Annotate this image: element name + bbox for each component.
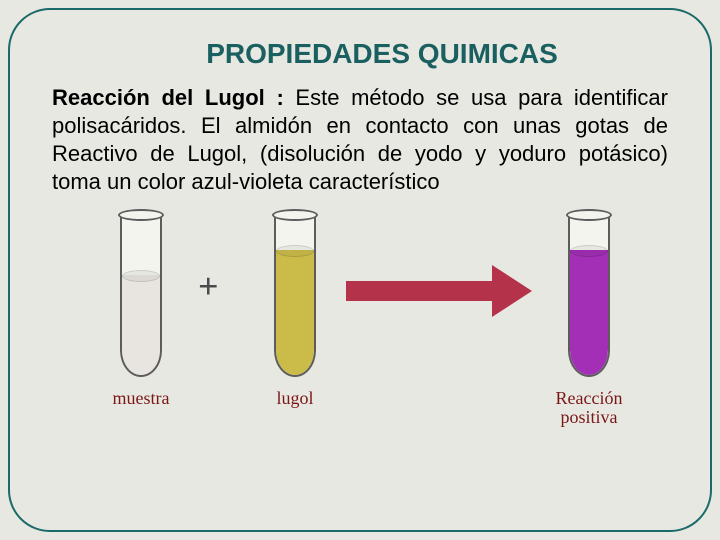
tube-liquid	[570, 250, 608, 375]
tube-glass	[274, 215, 316, 377]
tube-graphic	[566, 209, 612, 379]
tube-rim	[566, 209, 612, 221]
arrow-shaft	[346, 281, 494, 301]
body-paragraph: Reacción del Lugol : Este método se usa …	[52, 84, 668, 197]
plus-symbol: +	[198, 265, 219, 307]
slide-title: PROPIEDADES QUIMICAS	[96, 38, 668, 70]
arrow-head-icon	[492, 265, 532, 317]
tube-glass	[568, 215, 610, 377]
test-tube-muestra: muestra	[106, 209, 176, 409]
tube-rim	[272, 209, 318, 221]
tube-graphic	[272, 209, 318, 379]
tube-label: lugol	[260, 389, 330, 409]
reaction-arrow	[346, 271, 532, 311]
tube-rim	[118, 209, 164, 221]
test-tube-lugol: lugol	[260, 209, 330, 409]
tube-liquid	[276, 250, 314, 375]
slide-frame: PROPIEDADES QUIMICAS Reacción del Lugol …	[8, 8, 712, 532]
paragraph-lead: Reacción del Lugol :	[52, 85, 295, 110]
tube-glass	[120, 215, 162, 377]
tube-graphic	[118, 209, 164, 379]
tube-label: Reacciónpositiva	[554, 389, 624, 429]
tube-liquid	[122, 275, 160, 374]
tube-label: muestra	[106, 389, 176, 409]
test-tube-result: Reacciónpositiva	[554, 209, 624, 429]
lugol-diagram: muestra + lugol Reacciónpositiva	[52, 203, 668, 463]
